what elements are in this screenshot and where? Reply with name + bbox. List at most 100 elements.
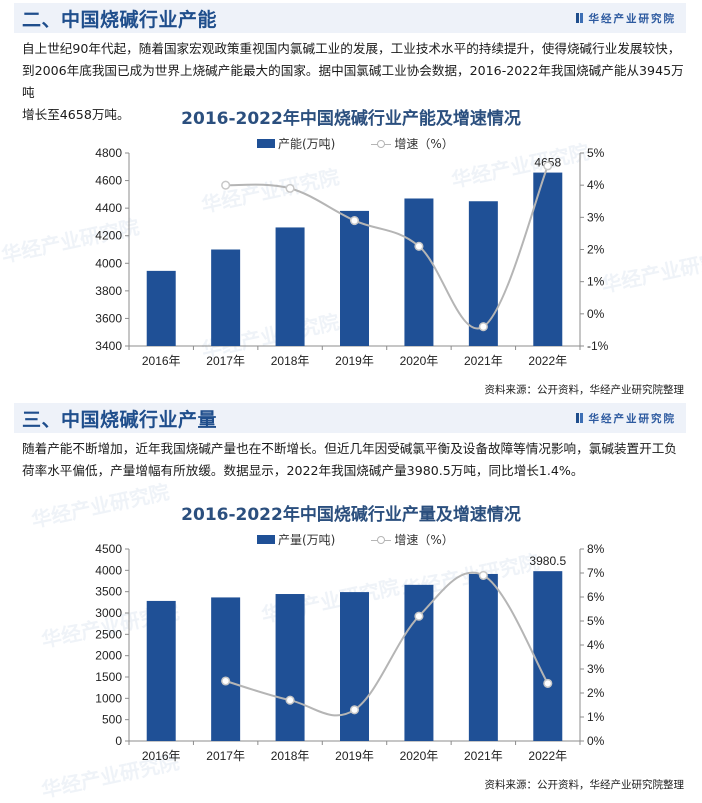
paragraph-line: 到2006年底我国已成为世界上烧碱产能最大的国家。据中国氯碱工业协会数据，201… (22, 63, 684, 100)
x-tick-label: 2021年 (464, 354, 503, 368)
data-label: 3980.5 (529, 554, 566, 568)
source-note: 资料来源：公开资料，华经产业研究院整理 (484, 779, 685, 791)
growth-point (285, 183, 295, 193)
bar (146, 600, 176, 741)
y-tick-label: 1000 (95, 691, 122, 705)
y2-tick-label: 4% (587, 178, 605, 192)
y-tick-label: 3000 (95, 606, 122, 620)
y-tick-label: 4600 (95, 174, 122, 188)
growth-point (478, 322, 488, 332)
y-tick-label: 4400 (95, 201, 122, 215)
brand-logo-icon (575, 13, 583, 23)
brand-logo-icon (575, 413, 583, 423)
bar (468, 573, 498, 741)
x-tick-label: 2017年 (206, 354, 245, 368)
x-tick-label: 2019年 (335, 749, 374, 763)
x-tick-label: 2016年 (142, 354, 181, 368)
source-note: 资料来源：公开资料，华经产业研究院整理 (484, 384, 685, 396)
bar (211, 249, 241, 346)
section-header-capacity: 二、中国烧碱行业产能 华经产业研究院 (14, 3, 686, 33)
x-tick-label: 2022年 (528, 354, 567, 368)
y-tick-label: 2000 (95, 649, 122, 663)
x-tick-label: 2020年 (400, 749, 439, 763)
y-tick-label: 2500 (95, 627, 122, 641)
x-tick-label: 2016年 (142, 749, 181, 763)
growth-point (478, 570, 488, 580)
x-tick-label: 2022年 (528, 749, 567, 763)
y-tick-label: 4800 (95, 146, 122, 160)
y2-tick-label: 7% (587, 566, 605, 580)
y2-tick-label: 3% (587, 210, 605, 224)
brand-logo: 华经产业研究院 (575, 411, 687, 426)
growth-point (285, 695, 295, 705)
bar (533, 172, 563, 346)
section-title: 二、中国烧碱行业产能 (22, 8, 218, 31)
bar (340, 592, 369, 741)
y-tick-label: 4200 (95, 229, 122, 243)
bar (404, 198, 434, 346)
bar-swatch-icon (257, 139, 275, 148)
y-tick-label: 4000 (95, 256, 122, 270)
bar (533, 571, 563, 741)
y2-tick-label: 2% (587, 243, 605, 257)
y2-tick-label: 3% (587, 662, 605, 676)
chart-legend: 产能(万吨) 增速（%） (257, 135, 454, 152)
y2-tick-label: 1% (587, 710, 605, 724)
capacity-chart: 3400 3600 3800 4000 4200 4400 4600 4800 -1% 0% 1% 2… (95, 146, 609, 368)
legend-item-bar: 产能(万吨) (257, 135, 335, 152)
chart-title: 2016-2022年中国烧碱行业产能及增速情况 (181, 109, 521, 129)
paragraph-line: 自上世纪90年代起，随着国家宏观政策重视国内氯碱工业的发展，工业技术水平的持续提… (22, 41, 681, 56)
y-tick-label: 3800 (95, 284, 122, 298)
bar (211, 597, 241, 741)
y2-tick-label: 2% (587, 686, 605, 700)
growth-point (349, 216, 360, 226)
x-tick-label: 2018年 (271, 354, 310, 368)
growth-line (225, 571, 549, 717)
bar (340, 210, 369, 346)
x-tick-label: 2021年 (464, 749, 503, 763)
growth-point (414, 241, 424, 251)
y2-tick-label: -1% (587, 339, 609, 353)
y-tick-label: 3600 (95, 311, 122, 325)
paragraph-line: 随着产能不断增加，近年我国烧碱产量也在不断增长。但近几年因受碱氯平衡及设备故障等… (22, 441, 677, 456)
y2-tick-label: 5% (587, 146, 605, 160)
legend-item-line: 增速（%） (371, 135, 454, 152)
brand-logo: 华经产业研究院 (575, 11, 687, 26)
growth-point (414, 611, 424, 621)
section-header-output: 三、中国烧碱行业产量 华经产业研究院 (14, 403, 686, 433)
legend-item-line: 增速（%） (371, 531, 454, 548)
bar (275, 227, 305, 346)
brand-name: 华经产业研究院 (588, 412, 676, 425)
output-paragraph: 随着产能不断增加，近年我国烧碱产量也在不断增长。但近几年因受碱氯平衡及设备故障等… (22, 438, 690, 482)
y-tick-label: 4000 (95, 563, 122, 577)
x-tick-label: 2017年 (206, 749, 245, 763)
bar (468, 201, 498, 346)
chart-legend: 产量(万吨) 增速（%） (257, 531, 454, 548)
y2-tick-label: 1% (587, 275, 605, 289)
growth-point (221, 676, 231, 686)
bar (146, 270, 176, 346)
y2-tick-label: 0% (587, 734, 605, 748)
line-marker-icon (371, 535, 392, 545)
chart-title: 2016-2022年中国烧碱行业产量及增速情况 (181, 505, 521, 525)
y-tick-label: 4500 (95, 542, 122, 556)
growth-point (543, 161, 553, 171)
y-tick-label: 3500 (95, 585, 122, 599)
y2-tick-label: 5% (587, 614, 605, 628)
y2-tick-label: 4% (587, 638, 605, 652)
x-tick-label: 2018年 (271, 749, 310, 763)
bar-swatch-icon (257, 535, 275, 544)
bar (404, 584, 434, 741)
growth-point (221, 180, 231, 190)
y-tick-label: 500 (102, 713, 122, 727)
paragraph-line: 增长至4658万吨。 (22, 107, 130, 122)
line-marker-icon (371, 139, 392, 149)
bar (275, 594, 305, 741)
capacity-paragraph: 自上世纪90年代起，随着国家宏观政策重视国内氯碱工业的发展，工业技术水平的持续提… (22, 38, 690, 126)
y2-tick-label: 0% (587, 307, 605, 321)
y2-tick-label: 6% (587, 590, 605, 604)
growth-point (349, 705, 360, 715)
legend-item-bar: 产量(万吨) (257, 531, 335, 548)
y-tick-label: 0 (115, 734, 122, 748)
